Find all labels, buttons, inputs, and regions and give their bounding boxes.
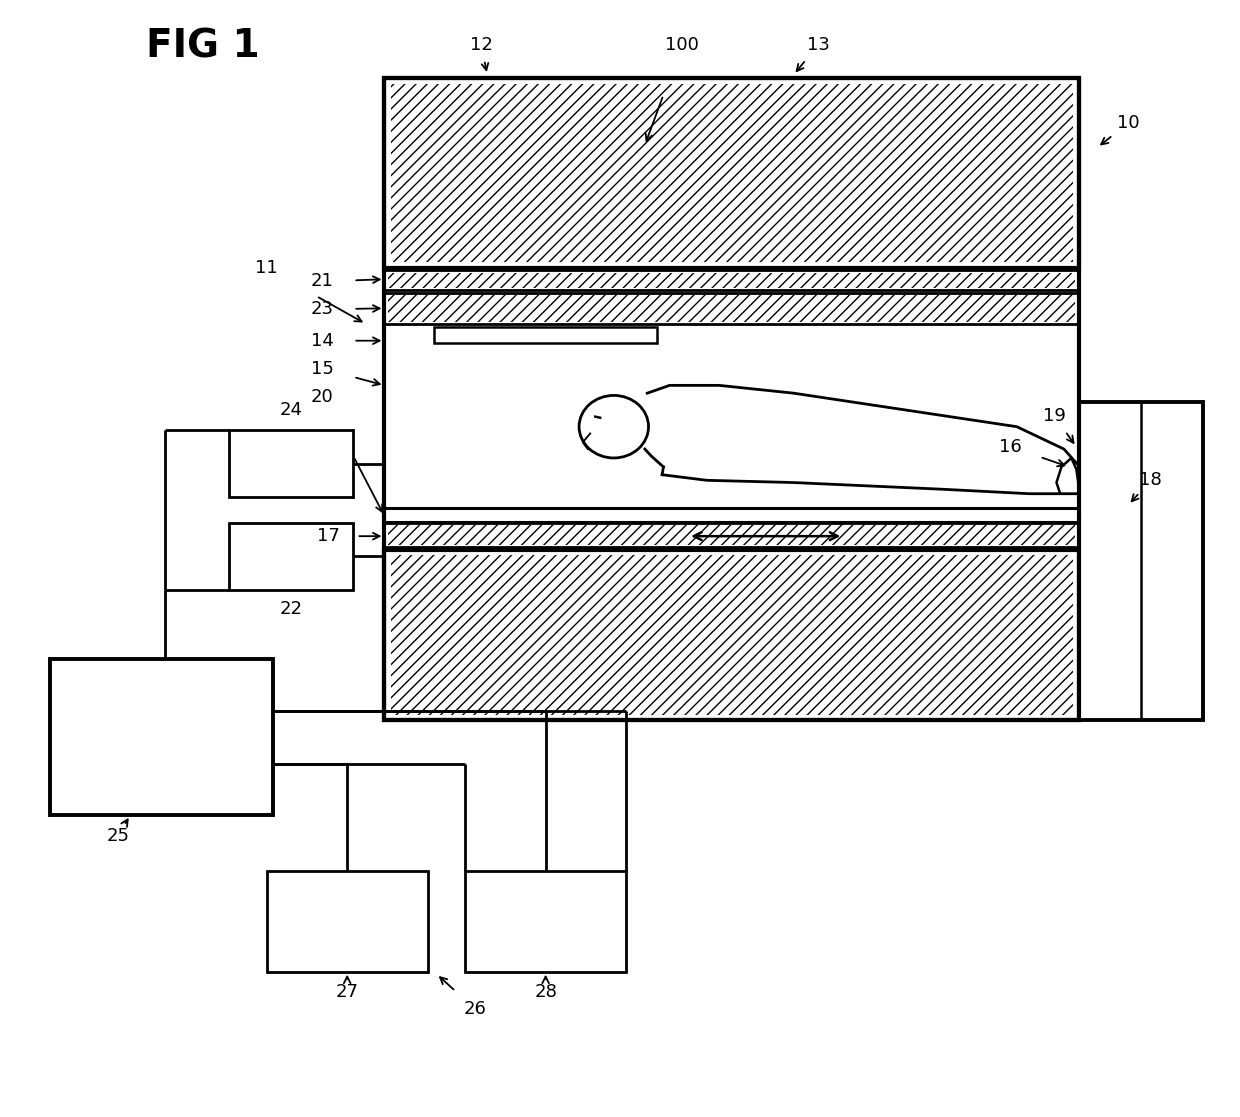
Bar: [388, 295, 1075, 322]
Bar: [384, 78, 1079, 720]
Text: 24: 24: [280, 401, 303, 419]
Text: 17: 17: [317, 527, 340, 545]
Text: 25: 25: [107, 827, 129, 844]
Bar: [267, 871, 428, 972]
Text: 21: 21: [311, 273, 334, 290]
Bar: [229, 523, 353, 590]
Text: 26: 26: [464, 1000, 486, 1018]
Bar: [384, 270, 1079, 290]
Text: 23: 23: [311, 300, 334, 318]
Bar: [465, 871, 626, 972]
Text: 20: 20: [311, 388, 334, 405]
Bar: [384, 78, 1079, 268]
Bar: [384, 550, 1079, 720]
Text: 27: 27: [336, 983, 358, 1001]
Text: 15: 15: [311, 360, 334, 378]
Bar: [384, 508, 1079, 522]
Bar: [50, 659, 273, 815]
Text: 10: 10: [1117, 114, 1140, 132]
Text: 16: 16: [999, 438, 1022, 456]
Bar: [229, 430, 353, 497]
Bar: [388, 273, 1075, 288]
Text: 11: 11: [255, 259, 278, 277]
Bar: [434, 327, 657, 343]
Bar: [391, 555, 1073, 715]
Text: 100: 100: [665, 36, 699, 54]
Text: 28: 28: [534, 983, 557, 1001]
Text: 13: 13: [807, 36, 830, 54]
Bar: [1079, 402, 1203, 720]
Bar: [388, 525, 1075, 545]
Text: FIG 1: FIG 1: [146, 28, 260, 66]
Bar: [391, 84, 1073, 262]
Text: 19: 19: [1043, 407, 1065, 424]
Text: 14: 14: [311, 332, 334, 350]
Text: 22: 22: [280, 600, 303, 618]
Text: 12: 12: [470, 36, 492, 54]
Text: 18: 18: [1140, 471, 1162, 489]
Bar: [384, 293, 1079, 324]
Bar: [384, 523, 1079, 547]
